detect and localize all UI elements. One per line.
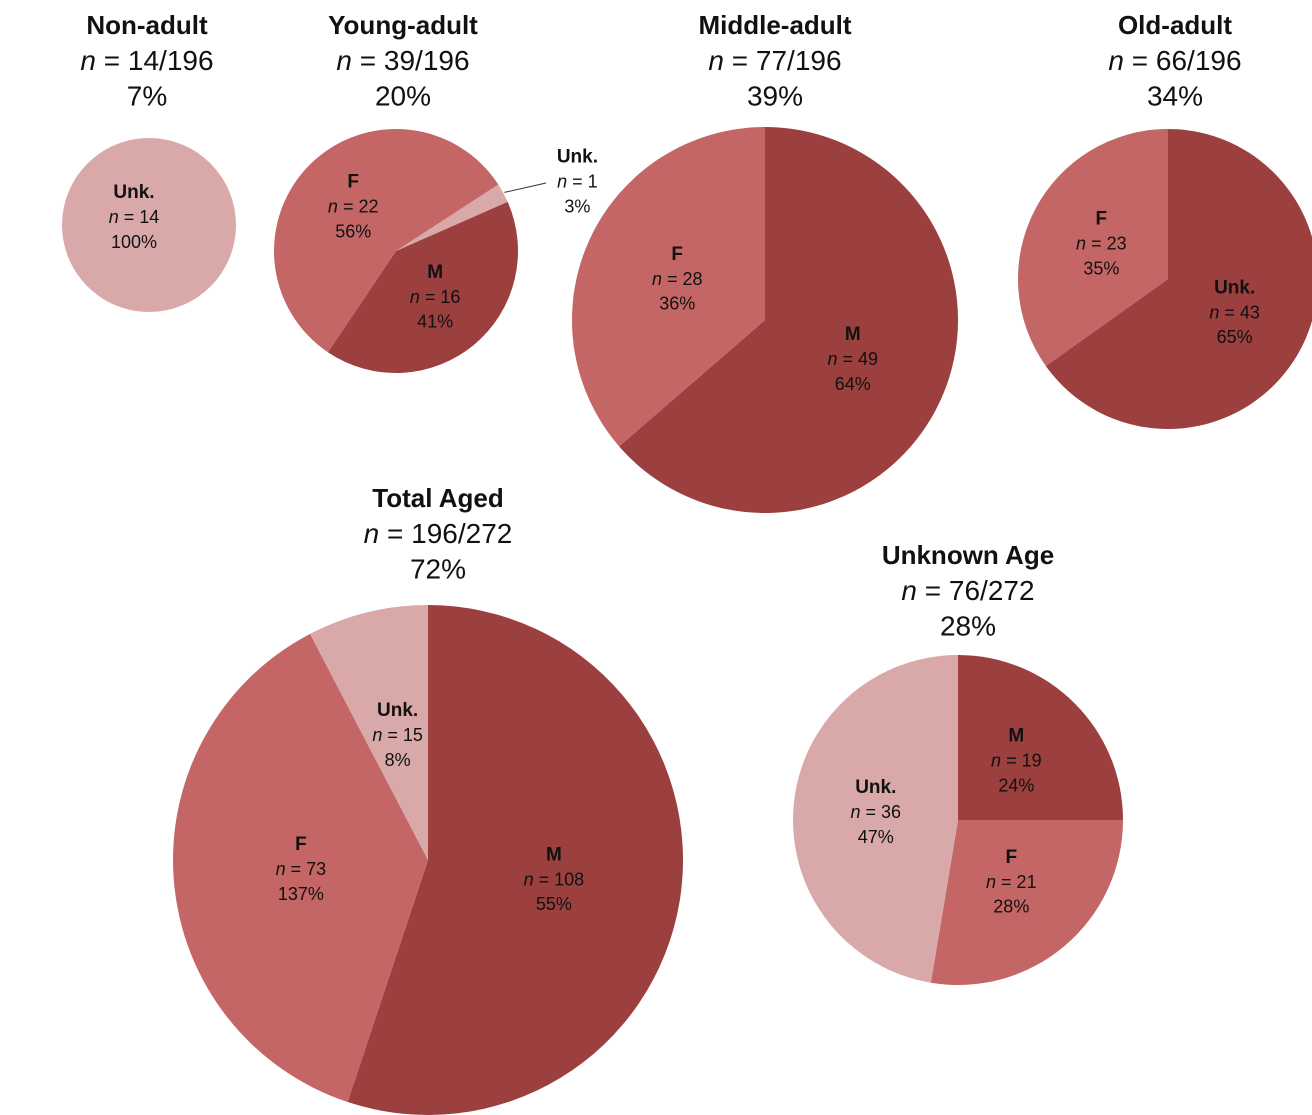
slice-percent: 64% — [835, 374, 871, 394]
slice-percent: 24% — [998, 775, 1034, 795]
slice-name: Unk. — [377, 700, 418, 721]
slice-value: n = 15 — [372, 725, 423, 745]
slice-percent: 28% — [993, 897, 1029, 917]
pie-subtitle: n = 76/272 — [901, 575, 1034, 606]
pie-subtitle: 20% — [375, 80, 431, 111]
slice-name: F — [1096, 209, 1108, 230]
pie-slice — [1045, 129, 1312, 429]
slice-name: M — [1008, 726, 1024, 747]
slice-value: n = 43 — [1209, 302, 1260, 322]
slice-name: F — [347, 172, 359, 193]
pie-slice — [619, 127, 958, 513]
slice-percent: 3% — [564, 196, 590, 216]
slice-name: F — [671, 244, 683, 265]
slice-value: n = 23 — [1076, 233, 1127, 253]
pie-slice — [1018, 129, 1168, 367]
slice-percent: 65% — [1217, 327, 1253, 347]
pie-title: Unknown Age — [882, 540, 1054, 570]
pie-subtitle: n = 66/196 — [1108, 45, 1241, 76]
slice-value: n = 36 — [851, 802, 902, 822]
slice-value: n = 21 — [986, 872, 1037, 892]
pie-subtitle: n = 196/272 — [364, 518, 513, 549]
pie-slice — [310, 605, 428, 860]
slice-value: n = 16 — [410, 287, 461, 307]
pie-title: Old-adult — [1118, 10, 1232, 40]
leader-line — [504, 182, 547, 193]
pie-slice — [173, 633, 428, 1103]
pie-slice — [327, 201, 518, 373]
pie-slice — [958, 655, 1123, 820]
slice-percent: 47% — [858, 827, 894, 847]
pie-slice — [396, 184, 508, 251]
slice-value: n = 28 — [652, 269, 703, 289]
slice-name: F — [295, 834, 307, 855]
slice-percent: 55% — [536, 894, 572, 914]
slice-name: M — [845, 324, 861, 345]
slice-value: n = 73 — [276, 859, 327, 879]
pie-slice — [347, 605, 684, 1115]
slice-percent: 41% — [417, 312, 453, 332]
slice-value: n = 108 — [524, 869, 585, 889]
pie-title: Non-adult — [86, 10, 208, 40]
slice-name: M — [427, 262, 443, 283]
slice-percent: 100% — [111, 232, 157, 252]
pie-slice — [571, 127, 765, 447]
pie-title: Total Aged — [372, 483, 503, 513]
slice-percent: 137% — [278, 884, 324, 904]
pie-slice — [273, 128, 499, 353]
slice-value: n = 1 — [557, 171, 598, 191]
pie-subtitle: 34% — [1147, 80, 1203, 111]
pie-subtitle: n = 39/196 — [336, 45, 469, 76]
slice-name: Unk. — [1214, 277, 1255, 298]
slice-value: n = 14 — [109, 207, 160, 227]
pie-title: Middle-adult — [698, 10, 851, 40]
pie-subtitle: 28% — [940, 610, 996, 641]
slice-name: Unk. — [113, 182, 154, 203]
slice-value: n = 49 — [827, 349, 878, 369]
pie-slice — [930, 820, 1123, 985]
pie-title: Young-adult — [328, 10, 478, 40]
slice-percent: 35% — [1083, 258, 1119, 278]
slice-name: F — [1006, 847, 1018, 868]
slice-name: Unk. — [855, 777, 896, 798]
pie-subtitle: n = 14/196 — [80, 45, 213, 76]
slice-name: M — [546, 844, 562, 865]
slice-value: n = 22 — [328, 196, 379, 216]
pie-subtitle: 39% — [747, 80, 803, 111]
pie-subtitle: n = 77/196 — [708, 45, 841, 76]
pie-slice — [793, 655, 958, 983]
slice-name: Unk. — [557, 147, 598, 168]
pie-slice — [62, 138, 236, 312]
slice-percent: 8% — [385, 750, 411, 770]
slice-percent: 36% — [659, 294, 695, 314]
pie-subtitle: 72% — [410, 553, 466, 584]
slice-percent: 56% — [335, 221, 371, 241]
slice-value: n = 19 — [991, 750, 1042, 770]
pie-subtitle: 7% — [127, 80, 167, 111]
